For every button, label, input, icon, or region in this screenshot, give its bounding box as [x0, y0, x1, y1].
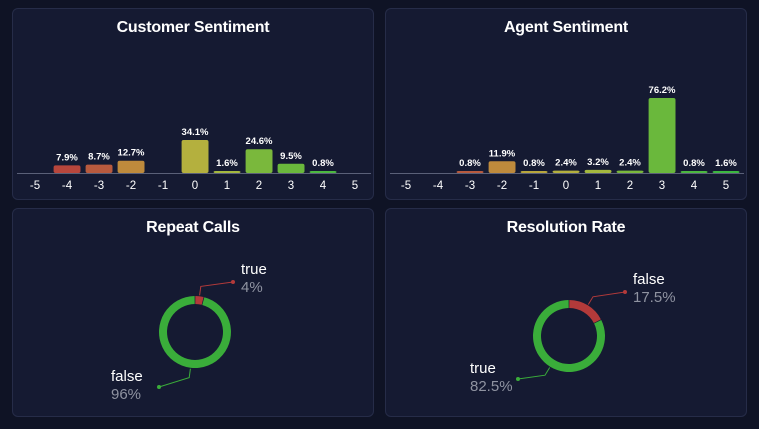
- callout-line: [517, 367, 551, 380]
- agent-sentiment-title: Agent Sentiment: [503, 19, 629, 36]
- bar-customer-sentiment-8[interactable]: [277, 163, 305, 173]
- bar-customer-sentiment-3[interactable]: [117, 160, 145, 173]
- bar-agent-sentiment-6[interactable]: [584, 169, 612, 173]
- bar-data-label: 0.8%: [523, 158, 545, 169]
- callout-dot: [623, 290, 627, 294]
- customer-sentiment-panel: Customer Sentiment -5 7.9% -4 8.7% -3 12.7% -2…: [12, 8, 374, 200]
- callout-line: [199, 281, 234, 296]
- slice-percent-label: 4%: [241, 279, 263, 296]
- repeat-calls-panel: Repeat Calls true 4% false 96%: [12, 208, 374, 417]
- slice-resolution-rate-false[interactable]: [569, 300, 601, 324]
- x-tick-label: -1: [158, 180, 168, 192]
- callout-line: [587, 291, 626, 305]
- bar-agent-sentiment-8[interactable]: [648, 98, 676, 173]
- customer-sentiment-chart: -5 7.9% -4 8.7% -3 12.7% -2 -1 34.1% 0 1.6% 1 24.6% 2…: [17, 127, 371, 192]
- bar-agent-sentiment-9[interactable]: [680, 171, 708, 173]
- bar-customer-sentiment-5[interactable]: [181, 140, 209, 173]
- x-tick-label: 3: [288, 180, 294, 192]
- x-tick-label: -3: [465, 180, 475, 192]
- bar-agent-sentiment-10[interactable]: [712, 171, 740, 173]
- x-tick-label: 3: [659, 180, 665, 192]
- resolution-rate-panel: Resolution Rate false 17.5% true 82.5%: [385, 208, 747, 417]
- bar-data-label: 11.9%: [489, 148, 516, 159]
- x-tick-label: -4: [433, 180, 444, 192]
- x-tick-label: -3: [94, 180, 104, 192]
- x-tick-label: 2: [627, 180, 633, 192]
- bar-data-label: 34.1%: [182, 127, 209, 138]
- bar-customer-sentiment-1[interactable]: [53, 165, 81, 173]
- bar-customer-sentiment-2[interactable]: [85, 164, 113, 173]
- bar-data-label: 2.4%: [555, 158, 577, 169]
- bar-data-label: 7.9%: [56, 152, 78, 163]
- bar-agent-sentiment-5[interactable]: [552, 170, 580, 173]
- bar-data-label: 3.2%: [587, 157, 609, 168]
- bar-data-label: 12.7%: [118, 148, 145, 159]
- slice-name-label: false: [111, 368, 143, 385]
- repeat-calls-title: Repeat Calls: [146, 219, 240, 236]
- bar-customer-sentiment-7[interactable]: [245, 149, 273, 173]
- bar-agent-sentiment-3[interactable]: [488, 161, 516, 173]
- x-tick-label: 2: [256, 180, 262, 192]
- x-tick-label: -5: [401, 180, 411, 192]
- agent-sentiment-panel: Agent Sentiment -5 -4 0.8% -3 11.9% -2 0.8% -1 2…: [385, 8, 747, 200]
- bar-data-label: 0.8%: [312, 158, 334, 169]
- callout-dot: [157, 385, 161, 389]
- bar-data-label: 24.6%: [246, 136, 273, 147]
- bar-data-label: 0.8%: [683, 158, 705, 169]
- bar-data-label: 9.5%: [280, 151, 302, 162]
- callout-dot: [231, 280, 235, 284]
- bar-data-label: 1.6%: [216, 158, 238, 169]
- slice-percent-label: 96%: [111, 386, 141, 403]
- slice-name-label: true: [241, 261, 267, 278]
- agent-sentiment-chart: -5 -4 0.8% -3 11.9% -2 0.8% -1 2.4% 0 3.2% 1 2.4% 2 76…: [390, 85, 744, 192]
- x-tick-label: 0: [192, 180, 198, 192]
- bar-customer-sentiment-6[interactable]: [213, 171, 241, 173]
- slice-name-label: false: [633, 271, 665, 288]
- slice-percent-label: 17.5%: [633, 289, 676, 306]
- x-tick-label: -1: [529, 180, 539, 192]
- resolution-rate-title: Resolution Rate: [506, 219, 626, 236]
- customer-sentiment-title: Customer Sentiment: [116, 19, 270, 36]
- slice-percent-label: 82.5%: [470, 378, 513, 395]
- bar-agent-sentiment-7[interactable]: [616, 170, 644, 173]
- x-tick-label: -2: [497, 180, 507, 192]
- callout-line: [158, 368, 191, 388]
- bar-data-label: 8.7%: [88, 152, 110, 163]
- bar-data-label: 76.2%: [649, 85, 676, 96]
- bar-agent-sentiment-2[interactable]: [456, 171, 484, 173]
- slice-repeat-calls-false[interactable]: [158, 296, 231, 368]
- x-tick-label: 4: [691, 180, 698, 192]
- bar-data-label: 2.4%: [619, 158, 641, 169]
- slice-repeat-calls-true[interactable]: [195, 296, 204, 305]
- callout-dot: [516, 377, 520, 381]
- bar-customer-sentiment-9[interactable]: [309, 171, 337, 173]
- x-tick-label: -2: [126, 180, 136, 192]
- bar-data-label: 1.6%: [715, 158, 737, 169]
- x-tick-label: 5: [352, 180, 358, 192]
- x-tick-label: 1: [595, 180, 601, 192]
- x-tick-label: 4: [320, 180, 327, 192]
- bar-agent-sentiment-4[interactable]: [520, 171, 548, 173]
- x-tick-label: 0: [563, 180, 569, 192]
- bar-data-label: 0.8%: [459, 158, 481, 169]
- x-tick-label: 5: [723, 180, 729, 192]
- slice-name-label: true: [470, 360, 496, 377]
- x-tick-label: -4: [62, 180, 73, 192]
- x-tick-label: -5: [30, 180, 40, 192]
- x-tick-label: 1: [224, 180, 230, 192]
